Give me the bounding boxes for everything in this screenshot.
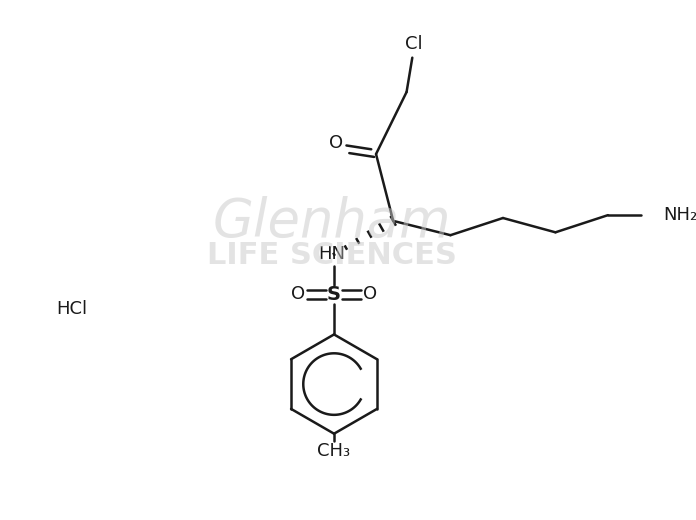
Text: HN: HN (319, 245, 346, 263)
Text: NH₂: NH₂ (663, 206, 696, 224)
Text: LIFE SCIENCES: LIFE SCIENCES (207, 241, 457, 270)
Text: HCl: HCl (56, 300, 87, 318)
Text: O: O (363, 285, 377, 303)
Text: Glenham: Glenham (213, 196, 452, 248)
Text: O: O (291, 285, 305, 303)
Text: S: S (327, 285, 341, 304)
Text: Cl: Cl (405, 35, 423, 54)
Text: CH₃: CH₃ (317, 442, 351, 460)
Text: O: O (329, 134, 343, 152)
